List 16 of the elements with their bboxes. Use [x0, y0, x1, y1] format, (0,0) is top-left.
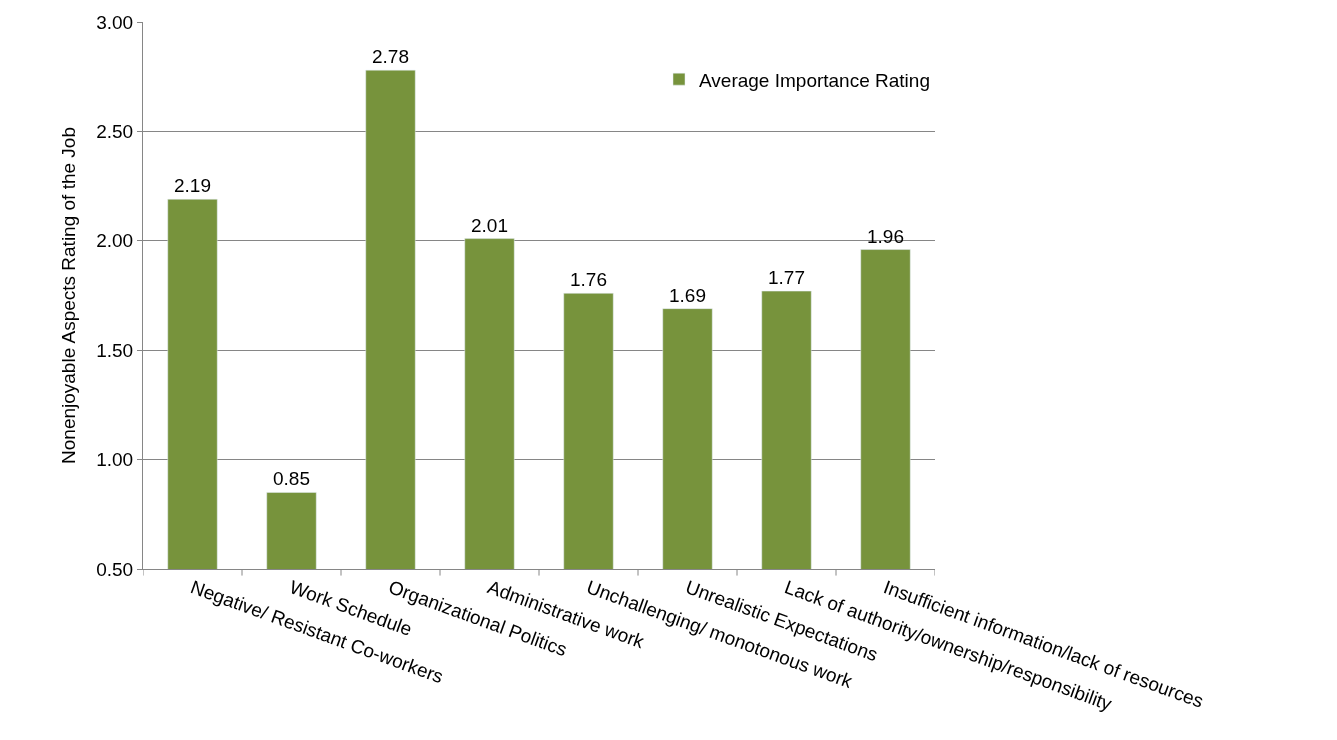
y-tick-label: 0.50 — [96, 558, 134, 580]
data-label: 2.19 — [174, 175, 211, 197]
y-tick-label: 2.00 — [96, 230, 134, 252]
y-tick-label: 3.00 — [96, 11, 134, 33]
legend-label: Average Importance Rating — [699, 69, 930, 91]
y-tick-label: 1.00 — [96, 449, 134, 471]
data-label: 2.78 — [372, 46, 409, 68]
data-label: 1.77 — [768, 267, 805, 289]
data-label: 1.69 — [669, 284, 706, 306]
data-label: 2.01 — [471, 214, 508, 236]
data-label: 0.85 — [273, 468, 310, 490]
data-label: 1.96 — [867, 225, 904, 247]
y-tick-label: 1.50 — [96, 339, 134, 361]
y-tick-label: 2.50 — [96, 121, 134, 143]
y-axis-title: Nonenjoyable Aspects Rating of the Job — [58, 127, 80, 464]
data-label: 1.76 — [570, 269, 607, 291]
